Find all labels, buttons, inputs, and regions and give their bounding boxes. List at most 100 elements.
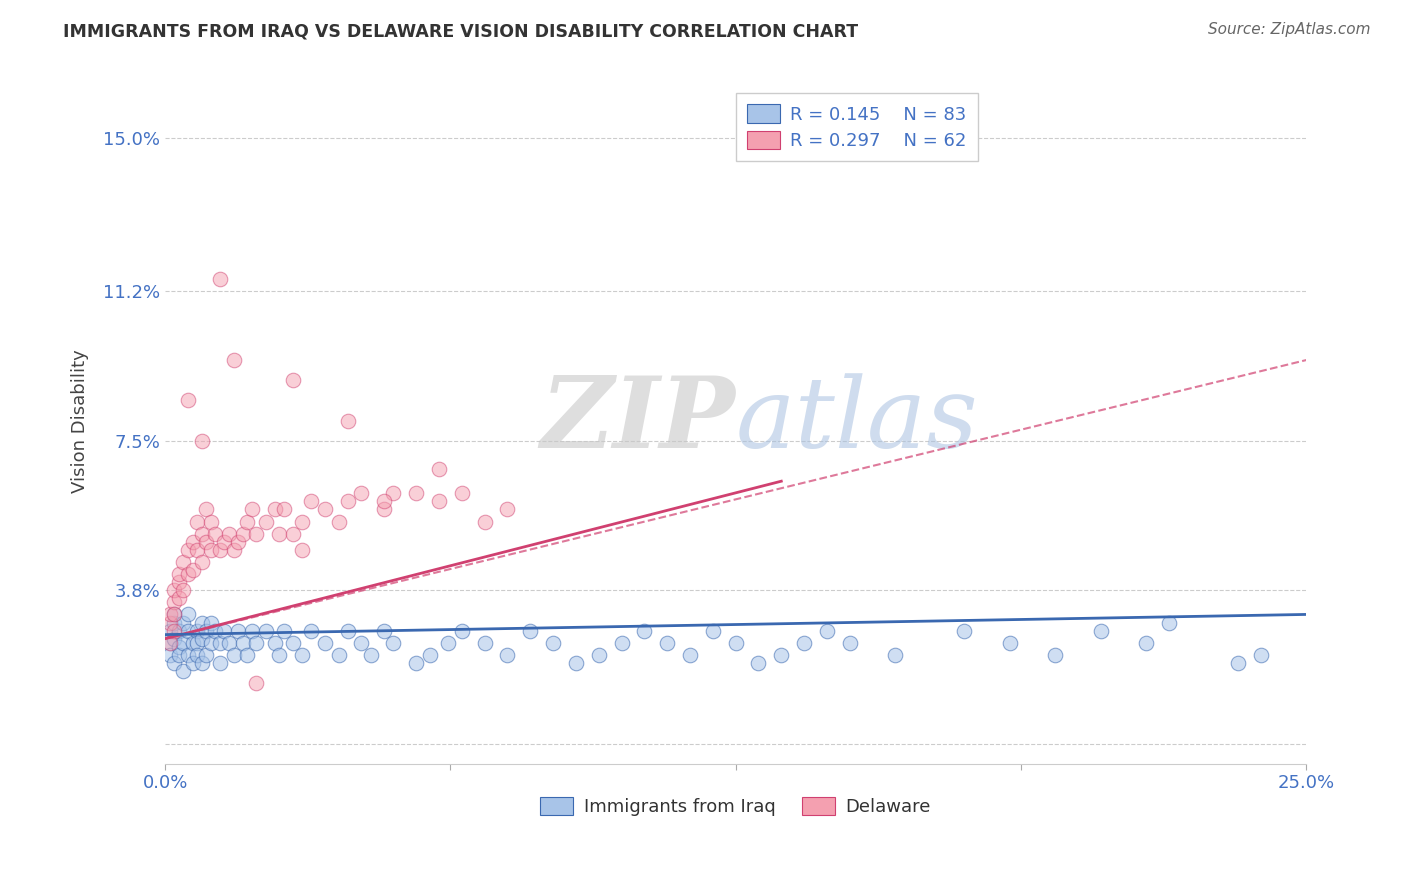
Point [314, 502, 336, 516]
Point [281, 526, 304, 541]
Point [200, 636, 222, 650]
Point [382, 486, 405, 500]
Point [167, 624, 190, 638]
Text: atlas: atlas [735, 373, 979, 468]
Point [163, 595, 186, 609]
Point [427, 494, 450, 508]
Point [610, 636, 633, 650]
Point [245, 526, 267, 541]
Point [884, 648, 907, 662]
Point [200, 542, 222, 557]
Point [214, 534, 236, 549]
Point [159, 636, 181, 650]
Point [177, 567, 200, 582]
Point [496, 502, 519, 516]
Point [159, 607, 181, 622]
Point [167, 567, 190, 582]
Y-axis label: Vision Disability: Vision Disability [72, 349, 89, 492]
Point [770, 648, 793, 662]
Point [350, 486, 373, 500]
Point [190, 555, 212, 569]
Point [232, 526, 254, 541]
Point [263, 502, 285, 516]
Point [172, 636, 194, 650]
Point [172, 555, 194, 569]
Point [163, 656, 186, 670]
Point [181, 636, 204, 650]
Point [838, 636, 860, 650]
Point [208, 656, 231, 670]
Point [218, 636, 240, 650]
Point [273, 502, 295, 516]
Point [181, 656, 204, 670]
Point [419, 648, 441, 662]
Point [167, 575, 190, 590]
Point [195, 502, 218, 516]
Point [159, 624, 181, 638]
Point [281, 636, 304, 650]
Point [177, 393, 200, 408]
Point [163, 583, 186, 598]
Point [214, 624, 236, 638]
Point [254, 624, 277, 638]
Point [190, 632, 212, 646]
Point [269, 526, 291, 541]
Point [226, 534, 249, 549]
Point [1226, 656, 1249, 670]
Point [328, 515, 350, 529]
Point [190, 434, 212, 448]
Point [186, 636, 208, 650]
Point [273, 624, 295, 638]
Point [204, 624, 226, 638]
Point [232, 636, 254, 650]
Point [350, 636, 373, 650]
Point [163, 632, 186, 646]
Point [167, 591, 190, 606]
Point [222, 542, 245, 557]
Point [195, 648, 218, 662]
Point [747, 656, 769, 670]
Point [269, 648, 291, 662]
Point [236, 648, 259, 662]
Point [450, 624, 472, 638]
Point [291, 515, 314, 529]
Point [437, 636, 460, 650]
Point [208, 636, 231, 650]
Point [186, 648, 208, 662]
Point [373, 494, 395, 508]
Point [236, 515, 259, 529]
Point [245, 636, 267, 650]
Point [195, 624, 218, 638]
Point [474, 636, 496, 650]
Point [382, 636, 405, 650]
Point [177, 542, 200, 557]
Point [998, 636, 1021, 650]
Point [222, 648, 245, 662]
Point [299, 494, 322, 508]
Point [702, 624, 724, 638]
Point [163, 624, 186, 638]
Point [427, 462, 450, 476]
Point [200, 615, 222, 630]
Point [163, 607, 186, 622]
Point [245, 676, 267, 690]
Point [405, 486, 427, 500]
Point [541, 636, 564, 650]
Point [181, 563, 204, 577]
Point [181, 534, 204, 549]
Point [186, 624, 208, 638]
Point [450, 486, 472, 500]
Point [953, 624, 976, 638]
Point [159, 615, 181, 630]
Point [1090, 624, 1112, 638]
Point [724, 636, 747, 650]
Point [291, 542, 314, 557]
Point [254, 515, 277, 529]
Point [204, 526, 226, 541]
Point [1043, 648, 1066, 662]
Point [360, 648, 382, 662]
Point [167, 648, 190, 662]
Point [167, 640, 190, 654]
Point [190, 526, 212, 541]
Point [373, 624, 395, 638]
